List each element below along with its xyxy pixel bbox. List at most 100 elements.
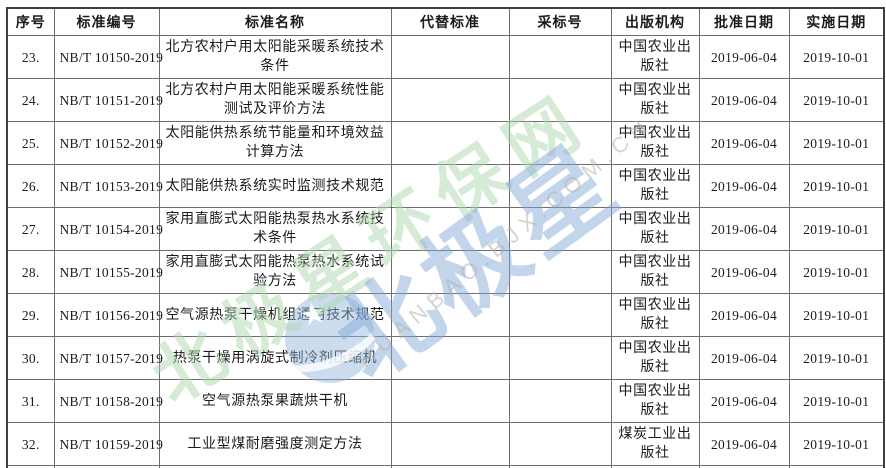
- cell-replaces: [390, 35, 510, 79]
- column-header-name: 标准名称: [158, 7, 392, 36]
- cell-code: NB/T 10156-2019: [53, 293, 163, 337]
- table-row: 30. NB/T 10157-2019 热泵干燥用涡旋式制冷剂压缩机 中国农业出版社 2…: [6, 336, 885, 380]
- cell-name: 热泵干燥用涡旋式制冷剂压缩机: [158, 336, 392, 380]
- cell-approval_date: 2019-06-04: [698, 250, 790, 294]
- cell-code: NB/T 10155-2019: [53, 250, 163, 294]
- cell-impl_date: 2019-10-01: [788, 164, 885, 208]
- cell-impl_date: 2019-10-01: [788, 207, 885, 251]
- table-row: 26. NB/T 10153-2019 太阳能供热系统实时监测技术规范 中国农业出版社…: [6, 164, 885, 208]
- cell-publisher: 中国农业出版社: [610, 379, 700, 423]
- cell-index: 31.: [6, 379, 55, 423]
- table-row: 28. NB/T 10155-2019 家用直膨式太阳能热泵热水系统试验方法 中国农业…: [6, 250, 885, 294]
- cell-adoption: [508, 293, 612, 337]
- cell-impl_date: 2019-10-01: [788, 250, 885, 294]
- column-header-code: 标准编号: [53, 7, 160, 36]
- cell-code: NB/T 10157-2019: [53, 336, 163, 380]
- cell-impl_date: 2019-10-01: [788, 78, 885, 122]
- table-row: 32. NB/T 10159-2019 工业型煤耐磨强度测定方法 煤炭工业出版社 201…: [6, 422, 885, 466]
- cell-approval_date: 2019-06-04: [698, 78, 790, 122]
- cell-index: 23.: [6, 35, 55, 79]
- cell-replaces: [390, 250, 510, 294]
- cell-impl_date: 2019-10-01: [788, 336, 885, 380]
- cell-index: 30.: [6, 336, 55, 380]
- cell-index: 27.: [6, 207, 55, 251]
- cell-index: 24.: [6, 78, 55, 122]
- table-body: 23. NB/T 10150-2019 北方农村户用太阳能采暖系统技术条件中国农业出…: [6, 35, 885, 468]
- column-header-publisher: 出版机构: [610, 7, 700, 36]
- cell-code: NB/T 10159-2019: [53, 422, 163, 466]
- header-row: 序号 标准编号 标准名称 代替标准 采标号 出版机构 批准日期 实施日期: [6, 7, 885, 36]
- cell-adoption: [508, 379, 612, 423]
- cell-adoption: [508, 164, 612, 208]
- table-row: 27. NB/T 10154-2019 家用直膨式太阳能热泵热水系统技术条件 中国农业…: [6, 207, 885, 251]
- cell-adoption: [508, 422, 612, 466]
- cell-name: 工业型煤耐磨强度测定方法: [158, 422, 392, 466]
- cell-approval_date: 2019-06-04: [698, 121, 790, 165]
- cell-index: 28.: [6, 250, 55, 294]
- cell-name: 北方农村户用太阳能采暖系统技术条件: [158, 35, 392, 79]
- cell-code: NB/T 10154-2019: [53, 207, 163, 251]
- cell-replaces: [390, 207, 510, 251]
- cell-publisher: 中国农业出版社: [610, 78, 700, 122]
- cell-code: NB/T 10153-2019: [53, 164, 163, 208]
- table-row: 23. NB/T 10150-2019 北方农村户用太阳能采暖系统技术条件 中国农业出…: [6, 35, 885, 79]
- cell-publisher: 中国农业出版社: [610, 207, 700, 251]
- standards-table: 序号 标准编号 标准名称 代替标准 采标号 出版机构 批准日期 实施日期 23. NB/T 10…: [6, 7, 885, 468]
- table-row: 31. NB/T 10158-2019 空气源热泵果蔬烘干机 中国农业出版社 2019-…: [6, 379, 885, 423]
- table-row: 25. NB/T 10152-2019 太阳能供热系统节能量和环境效益计算方法 中国农…: [6, 121, 885, 165]
- cell-approval_date: 2019-06-04: [698, 164, 790, 208]
- column-header-index: 序号: [6, 7, 55, 36]
- cell-index: 26.: [6, 164, 55, 208]
- table-row: 33.NB/T 10160-2019炭化型煤煤炭工业出版社2019-06-042…: [6, 465, 885, 468]
- cell-name: 空气源热泵干燥机组通用技术规范: [158, 293, 392, 337]
- cell-replaces: [390, 164, 510, 208]
- cell-impl_date: 2019-10-01: [788, 121, 885, 165]
- cell-replaces: [390, 422, 510, 466]
- cell-replaces: [390, 336, 510, 380]
- cell-replaces: [390, 121, 510, 165]
- cell-publisher: 中国农业出版社: [610, 293, 700, 337]
- cell-index: 29.: [6, 293, 55, 337]
- cell-adoption: [508, 78, 612, 122]
- cell-replaces: [390, 379, 510, 423]
- cell-publisher: 中国农业出版社: [610, 336, 700, 380]
- column-header-adoption: 采标号: [508, 7, 612, 36]
- cell-name: 家用直膨式太阳能热泵热水系统技术条件: [158, 207, 392, 251]
- cell-adoption: [508, 35, 612, 79]
- cell-approval_date: 2019-06-04: [698, 336, 790, 380]
- cell-impl_date: 2019-10-01: [788, 379, 885, 423]
- cell-adoption: [508, 250, 612, 294]
- cell-replaces: [390, 293, 510, 337]
- cell-approval_date: 2019-06-04: [698, 293, 790, 337]
- cell-name: 太阳能供热系统节能量和环境效益计算方法: [158, 121, 392, 165]
- column-header-approval_date: 批准日期: [698, 7, 790, 36]
- cell-impl_date: 2019-10-01: [788, 422, 885, 466]
- cell-impl_date: 2019-10-01: [788, 293, 885, 337]
- cell-publisher: 中国农业出版社: [610, 250, 700, 294]
- table-row: 29. NB/T 10156-2019 空气源热泵干燥机组通用技术规范 中国农业出版社…: [6, 293, 885, 337]
- cell-name: 家用直膨式太阳能热泵热水系统试验方法: [158, 250, 392, 294]
- cell-name: 太阳能供热系统实时监测技术规范: [158, 164, 392, 208]
- cell-approval_date: 2019-06-04: [698, 35, 790, 79]
- cell-code: NB/T 10152-2019: [53, 121, 163, 165]
- cell-adoption: [508, 336, 612, 380]
- cell-replaces: [390, 78, 510, 122]
- column-header-impl_date: 实施日期: [788, 7, 885, 36]
- cell-adoption: [508, 207, 612, 251]
- cell-publisher: 中国农业出版社: [610, 121, 700, 165]
- column-header-replaces: 代替标准: [390, 7, 510, 36]
- cell-code: NB/T 10158-2019: [53, 379, 163, 423]
- cell-index: 25.: [6, 121, 55, 165]
- cell-code: NB/T 10151-2019: [53, 78, 163, 122]
- cell-code: NB/T 10150-2019: [53, 35, 163, 79]
- cell-index: 32.: [6, 422, 55, 466]
- cell-approval_date: 2019-06-04: [698, 207, 790, 251]
- cell-impl_date: 2019-10-01: [788, 35, 885, 79]
- cell-publisher: 煤炭工业出版社: [610, 422, 700, 466]
- cell-publisher: 中国农业出版社: [610, 35, 700, 79]
- cell-adoption: [508, 121, 612, 165]
- cell-name: 北方农村户用太阳能采暖系统性能测试及评价方法: [158, 78, 392, 122]
- cell-publisher: 中国农业出版社: [610, 164, 700, 208]
- cell-name: 空气源热泵果蔬烘干机: [158, 379, 392, 423]
